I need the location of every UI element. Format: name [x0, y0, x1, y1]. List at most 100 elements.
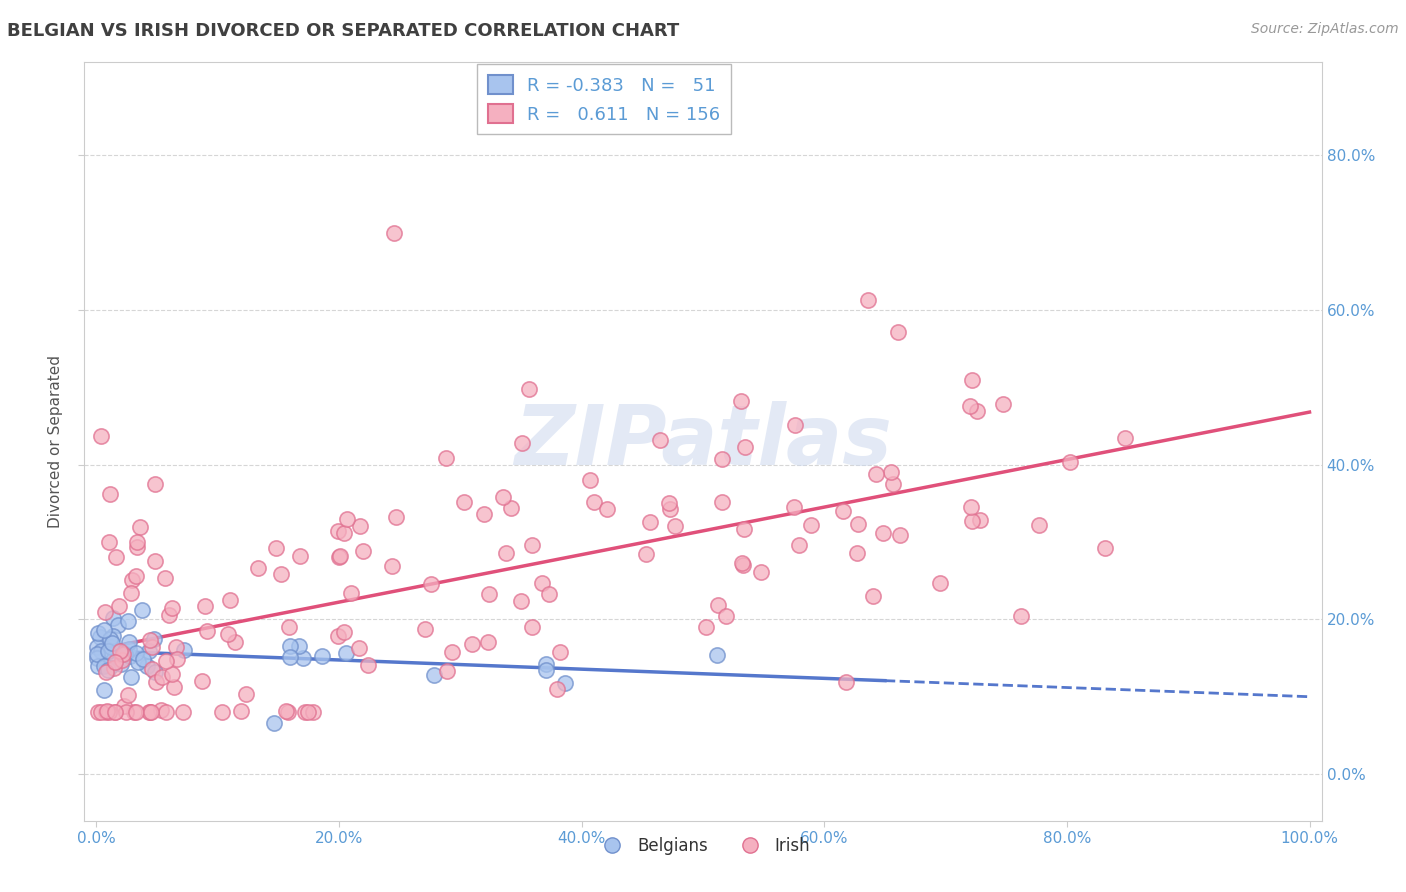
Point — [101, 646, 124, 660]
Point — [993, 397, 1015, 411]
Point — [531, 576, 554, 591]
Point — [224, 635, 246, 649]
Point — [112, 698, 135, 713]
Point — [357, 658, 380, 673]
Point — [733, 522, 755, 536]
Point — [707, 598, 730, 612]
Point — [872, 526, 894, 541]
Point — [135, 658, 157, 673]
Point — [191, 674, 214, 689]
Point — [94, 657, 117, 672]
Point — [960, 500, 983, 515]
Point — [90, 706, 112, 720]
Point — [93, 683, 115, 698]
Point — [706, 648, 728, 662]
Point — [960, 514, 983, 528]
Point — [510, 594, 533, 608]
Point — [1114, 431, 1136, 445]
Point — [278, 650, 301, 665]
Point — [124, 706, 146, 720]
Point — [107, 650, 129, 665]
Point — [332, 526, 354, 541]
Point — [125, 569, 148, 583]
Point — [734, 440, 756, 454]
Point — [800, 517, 823, 532]
Point — [328, 549, 350, 564]
Point — [578, 473, 600, 487]
Point — [125, 534, 148, 549]
Point — [297, 706, 319, 720]
Point — [311, 649, 333, 664]
Point — [172, 706, 194, 720]
Point — [217, 627, 239, 641]
Point — [87, 625, 110, 640]
Point — [658, 496, 681, 510]
Point — [328, 524, 350, 538]
Point — [440, 645, 463, 659]
Point — [277, 620, 299, 634]
Point — [733, 558, 755, 572]
Point — [510, 436, 533, 450]
Point — [291, 650, 314, 665]
Y-axis label: Divorced or Separated: Divorced or Separated — [48, 355, 63, 528]
Point — [98, 706, 121, 720]
Point — [966, 404, 988, 418]
Point — [98, 534, 121, 549]
Point — [145, 675, 167, 690]
Point — [419, 577, 441, 591]
Point — [101, 658, 124, 673]
Point — [638, 515, 661, 529]
Point — [534, 657, 557, 672]
Point — [1094, 541, 1116, 556]
Point — [193, 599, 215, 614]
Point — [86, 651, 108, 665]
Point — [328, 629, 350, 643]
Point — [90, 644, 112, 658]
Point — [127, 655, 149, 669]
Point — [478, 587, 501, 601]
Point — [104, 706, 127, 720]
Point — [157, 608, 180, 623]
Point — [716, 608, 738, 623]
Point — [114, 648, 136, 662]
Point — [108, 599, 131, 613]
Point — [352, 544, 374, 558]
Point — [413, 623, 436, 637]
Point — [110, 657, 132, 671]
Point — [166, 652, 188, 666]
Point — [96, 704, 118, 718]
Point — [835, 675, 858, 690]
Point — [546, 681, 568, 696]
Point — [846, 516, 869, 531]
Legend: Belgians, Irish: Belgians, Irish — [589, 830, 817, 862]
Point — [94, 706, 117, 720]
Point — [554, 675, 576, 690]
Point — [94, 665, 117, 680]
Point — [94, 605, 117, 619]
Point — [582, 495, 605, 509]
Point — [1010, 608, 1032, 623]
Point — [104, 706, 127, 720]
Point — [120, 586, 142, 600]
Point — [959, 399, 981, 413]
Point — [111, 653, 134, 667]
Point — [89, 630, 111, 644]
Point — [139, 706, 162, 720]
Point — [889, 527, 911, 541]
Point — [229, 704, 252, 718]
Point — [101, 635, 124, 649]
Point — [382, 226, 405, 240]
Point — [138, 706, 160, 720]
Point — [143, 476, 166, 491]
Point — [97, 643, 120, 657]
Point — [120, 648, 142, 663]
Point — [163, 680, 186, 694]
Point — [349, 519, 371, 533]
Point — [648, 433, 671, 447]
Point — [335, 646, 357, 660]
Point — [436, 665, 458, 679]
Point — [160, 601, 183, 615]
Point — [731, 556, 754, 570]
Point — [865, 467, 887, 482]
Point — [274, 704, 297, 718]
